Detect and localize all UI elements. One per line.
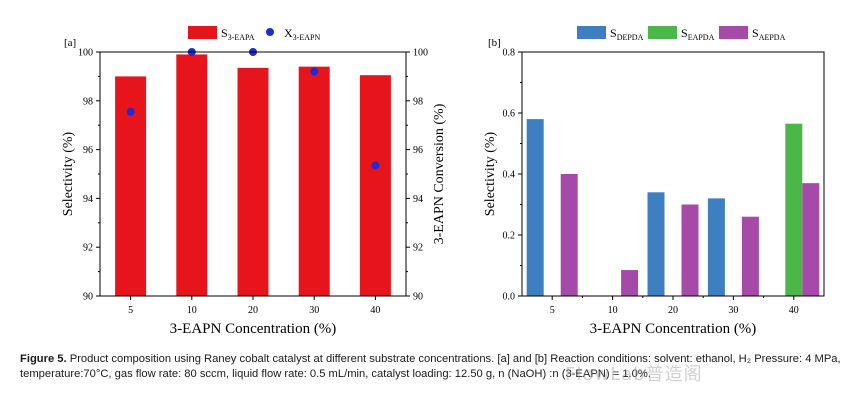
panel-b-y-tick-label: 0.8 [503, 48, 516, 59]
panel-a-y-tick-label: 92 [83, 243, 93, 254]
panel-a-y2-tick-label: 94 [413, 194, 423, 205]
panel-b-x-tick-label: 5 [550, 305, 555, 316]
panel-b-y-tick-label: 0.6 [503, 109, 516, 120]
figure-caption-text: Product composition using Raney cobalt c… [20, 353, 841, 380]
legend-seapda-label: SEAPDA [681, 26, 715, 42]
panel-b-y-tick-label: 0.0 [503, 292, 516, 303]
legend-x3-eapn-marker [266, 28, 274, 36]
panel-a-y-tick-label: 98 [83, 96, 93, 107]
bar-saepda-20 [681, 204, 699, 296]
panel-a-x-tick-label: 30 [309, 305, 319, 316]
panel-a-x-tick-label: 20 [248, 305, 258, 316]
panel-a-y2-tick-label: 90 [413, 292, 423, 303]
bar-sdepda-30 [707, 198, 725, 296]
figure-caption-label: Figure 5. [20, 353, 67, 365]
panel-a-x-axis-label: 3-EAPN Concentration (%) [170, 321, 337, 337]
panel-a-y-tick-label: 100 [78, 48, 93, 59]
panel-b-y-tick-label: 0.4 [503, 170, 516, 181]
figure-canvas: [a] 90 92 94 96 98 100 90 92 94 96 98 100 5 10 20 30 4… [61, 26, 825, 337]
watermark-text: FlowLab普造阁 [565, 364, 703, 385]
legend-saepda-swatch [719, 26, 748, 39]
point-x3-eapn-5 [126, 107, 135, 116]
panel-b-x-tick-label: 30 [728, 305, 738, 316]
panel-a-y2-tick-label: 98 [413, 96, 423, 107]
panel-b-y-tick-label: 0.2 [503, 231, 516, 242]
point-x3-eapn-40 [371, 161, 380, 170]
panel-a-y-tick-label: 96 [83, 145, 93, 156]
panel-b-y-axis-label: Selectivity (%) [483, 131, 498, 216]
panel-a-chart: [a] 90 92 94 96 98 100 90 92 94 96 98 100 5 10 20 30 4… [61, 26, 447, 337]
bar-sdepda-5 [526, 119, 544, 296]
bar-s3-eapa-40 [359, 75, 391, 297]
panel-b-x-tick-label: 10 [608, 305, 618, 316]
bar-sdepda-20 [647, 192, 665, 296]
panel-a-y-axis-label: Selectivity (%) [61, 131, 76, 216]
bar-saepda-10 [621, 270, 639, 296]
legend-saepda-label: SAEPDA [752, 26, 786, 42]
panel-a-x-tick-label: 10 [187, 305, 197, 316]
legend-sdepda-label: SDEPDA [610, 26, 644, 42]
panel-a-x-tick-label: 40 [370, 305, 380, 316]
panel-b-chart: [b] 0.0 0.2 0.4 0.6 0.8 5 10 20 30 40 3-EAPN Con… [483, 26, 825, 337]
bar-seapda-40 [785, 123, 803, 296]
bar-saepda-5 [560, 174, 578, 296]
legend-s3-eapa-label: S3-EAPA [221, 26, 255, 42]
panel-a-y-tick-label: 94 [83, 194, 93, 205]
bar-s3-eapa-30 [298, 66, 330, 296]
panel-b-label: [b] [488, 37, 501, 49]
panel-a-y2-tick-label: 92 [413, 243, 423, 254]
legend-sdepda-swatch [577, 26, 606, 39]
panel-a-y2-axis-label: 3-EAPN Conversion (%) [432, 103, 447, 244]
legend-s3-eapa-swatch [188, 26, 217, 39]
bar-s3-eapa-20 [237, 67, 269, 296]
bar-saepda-30 [741, 216, 759, 296]
bar-saepda-40 [802, 183, 820, 296]
legend-x3-eapn-label: X3-EAPN [284, 26, 320, 42]
legend-seapda-swatch [648, 26, 677, 39]
panel-a-y2-tick-label: 100 [413, 48, 428, 59]
panel-a-label: [a] [64, 37, 76, 49]
bar-s3-eapa-10 [176, 54, 208, 296]
panel-b-x-tick-label: 40 [789, 305, 799, 316]
figure-caption: Figure 5. Product composition using Rane… [20, 352, 858, 382]
panel-b-x-tick-label: 20 [668, 305, 678, 316]
panel-a-y2-tick-label: 96 [413, 145, 423, 156]
panel-a-y-tick-label: 90 [83, 292, 93, 303]
point-x3-eapn-30 [310, 67, 319, 76]
panel-a-x-tick-label: 5 [128, 305, 133, 316]
panel-b-x-axis-label: 3-EAPN Concentration (%) [590, 321, 757, 337]
